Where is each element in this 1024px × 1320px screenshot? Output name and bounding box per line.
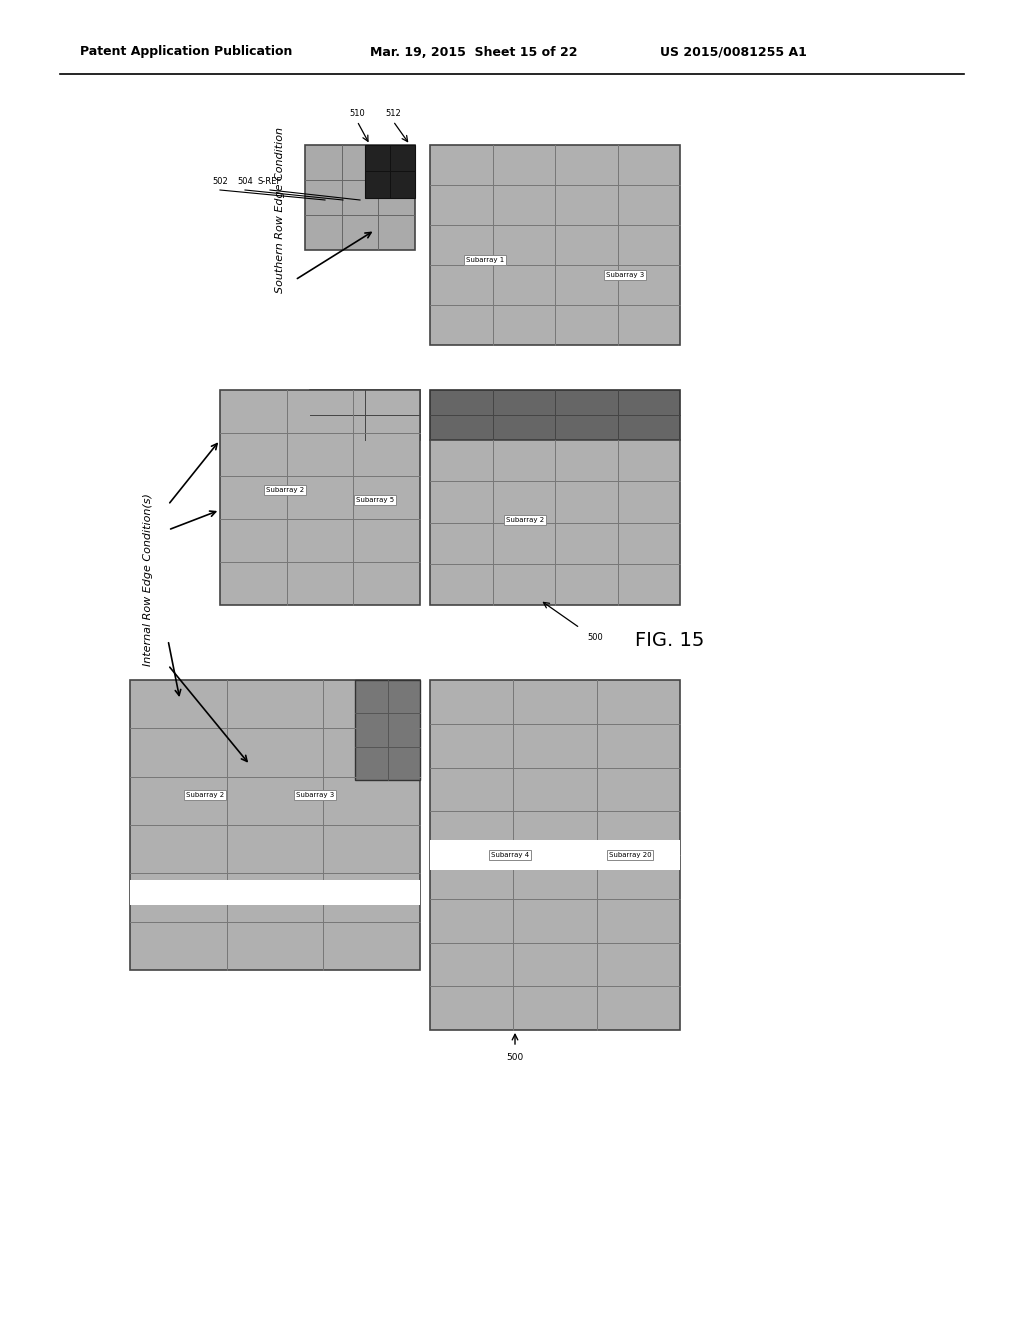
Bar <box>355 680 420 780</box>
Bar <box>430 145 680 345</box>
Text: Subarray 3: Subarray 3 <box>606 272 644 279</box>
Bar <box>430 389 680 440</box>
Text: Southern Row Edge Condition: Southern Row Edge Condition <box>275 127 285 293</box>
Text: Subarray 5: Subarray 5 <box>356 498 394 503</box>
Text: Subarray 1: Subarray 1 <box>466 257 504 263</box>
Text: 502: 502 <box>212 177 228 186</box>
Text: Patent Application Publication: Patent Application Publication <box>80 45 293 58</box>
Text: US 2015/0081255 A1: US 2015/0081255 A1 <box>660 45 807 58</box>
Bar <box>130 880 420 906</box>
Bar <box>130 680 420 970</box>
Text: Subarray 2: Subarray 2 <box>186 792 224 799</box>
Text: 512: 512 <box>385 108 400 117</box>
Text: S-REF: S-REF <box>258 177 283 186</box>
Bar <box>430 840 680 870</box>
Text: 500: 500 <box>587 634 603 643</box>
Bar <box>365 145 415 198</box>
Bar <box>430 440 680 605</box>
Bar <box>430 680 680 1030</box>
Text: 500: 500 <box>507 1053 523 1063</box>
Text: Subarray 3: Subarray 3 <box>296 792 334 799</box>
Bar <box>305 145 415 249</box>
Text: Mar. 19, 2015  Sheet 15 of 22: Mar. 19, 2015 Sheet 15 of 22 <box>370 45 578 58</box>
Text: FIG. 15: FIG. 15 <box>635 631 705 649</box>
Text: Subarray 2: Subarray 2 <box>266 487 304 492</box>
Text: Subarray 4: Subarray 4 <box>490 851 529 858</box>
Text: Internal Row Edge Condition(s): Internal Row Edge Condition(s) <box>143 494 153 667</box>
Text: Subarray 20: Subarray 20 <box>608 851 651 858</box>
Text: Subarray 2: Subarray 2 <box>506 517 544 523</box>
Text: 510: 510 <box>349 108 365 117</box>
Bar <box>220 389 420 605</box>
Bar <box>310 389 420 440</box>
Text: 504: 504 <box>238 177 253 186</box>
